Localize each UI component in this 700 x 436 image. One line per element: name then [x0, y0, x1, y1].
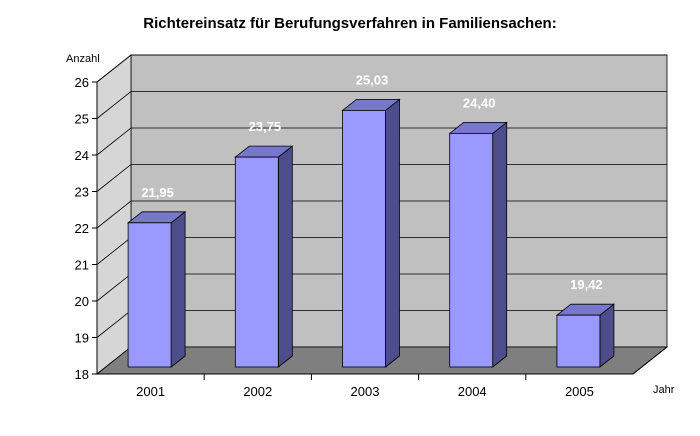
y-tick-label: 26: [75, 75, 89, 90]
x-tick-label: 2004: [458, 384, 487, 399]
bar: [449, 132, 494, 368]
y-axis-label: Anzahl: [66, 53, 100, 65]
y-tick-label: 23: [75, 185, 89, 200]
y-tick-label: 22: [75, 221, 89, 236]
bar-side: [170, 211, 186, 368]
bar: [556, 314, 601, 368]
y-tick-label: 19: [75, 331, 89, 346]
data-label: 25,03: [356, 72, 389, 87]
bar: [127, 222, 172, 368]
plot-area: 18 19 20 21 22 23 24 25 26 2001 21,95 2002 23,75 2003…: [75, 54, 669, 399]
floor-edge: [632, 346, 668, 375]
bar-side: [277, 145, 293, 368]
gridline: [96, 91, 667, 119]
chart-title: Richtereinsatz für Berufungsverfahren in…: [143, 15, 556, 32]
x-axis-label: Jahr: [653, 384, 675, 396]
bar: [234, 156, 279, 368]
data-label: 24,40: [463, 95, 496, 110]
y-tick-label: 20: [75, 294, 89, 309]
bar-side: [492, 121, 508, 368]
y-tick-label: 25: [75, 112, 89, 127]
y-tick-label: 18: [75, 367, 89, 382]
x-tick-label: 2003: [351, 384, 380, 399]
bar: [342, 110, 386, 368]
y-tick-label: 21: [75, 258, 89, 273]
x-tick-label: 2001: [136, 384, 165, 399]
bar-side: [385, 98, 400, 368]
gridline: [96, 54, 667, 83]
data-label: 23,75: [249, 119, 282, 134]
x-tick-label: 2002: [243, 384, 272, 399]
data-label: 19,42: [570, 277, 603, 292]
y-tick-label: 24: [75, 148, 89, 163]
data-label: 21,95: [141, 185, 174, 200]
x-tick-label: 2005: [565, 384, 594, 399]
